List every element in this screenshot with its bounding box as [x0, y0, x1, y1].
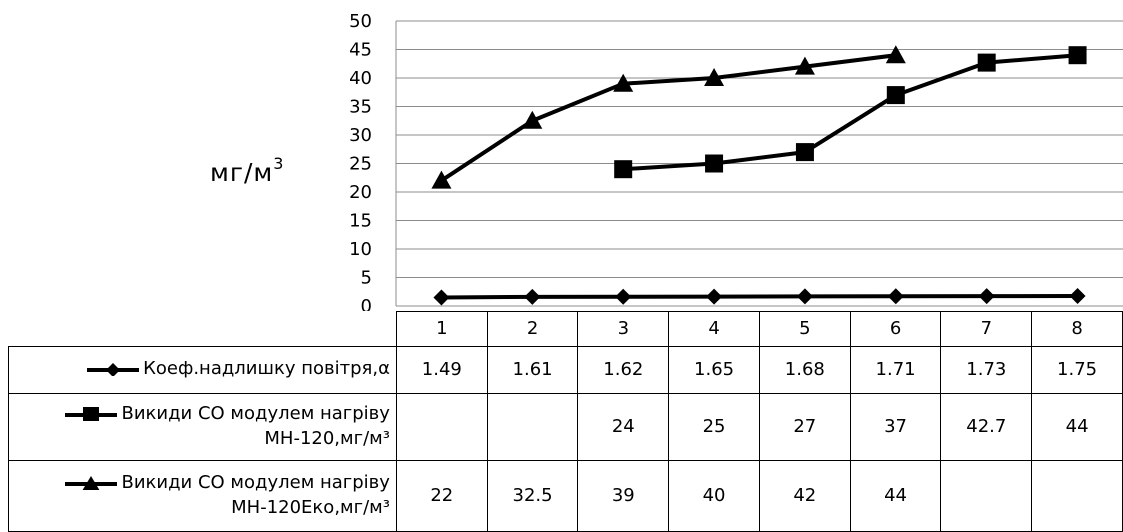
y-tick-label: 5 — [361, 268, 372, 289]
y-tick-label: 40 — [349, 68, 372, 89]
series-line — [623, 53, 1078, 172]
data-cell: 24 — [577, 392, 670, 461]
category-label: 3 — [577, 311, 670, 347]
triangle-marker — [431, 170, 452, 189]
data-cell: 42 — [758, 459, 851, 532]
category-label: 2 — [486, 311, 579, 347]
data-cell: 25 — [668, 392, 760, 461]
data-cell — [1031, 459, 1123, 532]
data-cell: 32.5 — [486, 459, 579, 532]
square-marker — [795, 143, 814, 162]
series-name: Викиди СО модулем нагріву — [121, 403, 390, 425]
series-name: Коеф.надлишку повітря,α — [143, 358, 390, 380]
y-tick-label: 25 — [349, 154, 372, 175]
series-triangle — [431, 45, 906, 189]
line-chart: 0 5 10 15 20 25 30 35 40 45 50 — [349, 11, 1123, 311]
diamond-marker — [615, 288, 632, 305]
square-marker — [614, 160, 633, 179]
triangle-legend-icon — [65, 476, 118, 491]
y-tick-label: 0 — [361, 296, 372, 311]
series-lines — [431, 45, 1087, 306]
table-corner — [8, 311, 397, 346]
series-legend-label: Викиди СО модулем нагріву МН-120,мг/м³ — [8, 392, 397, 461]
data-cell — [940, 459, 1033, 532]
square-legend-icon — [65, 407, 118, 422]
series-name: Викиди СО модулем нагріву — [121, 472, 390, 494]
data-cell: 42.7 — [940, 392, 1033, 461]
y-tick-label: 35 — [349, 97, 372, 118]
triangle-marker — [522, 110, 543, 129]
table-row: Викиди СО модулем нагріву МН-120Еко,мг/м³… — [8, 459, 1123, 532]
data-table: 1 2 3 4 5 6 7 8 Коеф.надлишку повітря,α 1.49 1.61 1… — [8, 311, 1123, 532]
series-name-line2: МН-120,мг/м³ — [264, 427, 390, 449]
data-cell: 1.73 — [940, 345, 1033, 394]
square-marker — [886, 86, 905, 105]
square-marker — [705, 154, 724, 173]
table-row: Викиди СО модулем нагріву МН-120,мг/м³ 24 2… — [8, 392, 1123, 461]
category-label: 4 — [668, 311, 760, 347]
diamond-marker — [887, 288, 904, 305]
series-legend-label: Коеф.надлишку повітря,α — [8, 345, 397, 394]
data-cell: 1.62 — [577, 345, 670, 394]
category-label: 5 — [758, 311, 851, 347]
triangle-marker — [704, 68, 725, 86]
category-label: 6 — [849, 311, 942, 347]
data-cell: 1.75 — [1031, 345, 1123, 394]
series-line — [440, 53, 897, 183]
y-tick-label: 15 — [349, 211, 372, 232]
y-tick-label: 45 — [349, 40, 372, 61]
series-square — [614, 46, 1087, 179]
series-diamond — [433, 288, 1086, 306]
series-line — [441, 294, 1078, 300]
data-cell: 22 — [395, 459, 488, 532]
data-cell: 1.71 — [849, 345, 942, 394]
diamond-marker — [706, 288, 723, 305]
data-cell: 1.61 — [486, 345, 579, 394]
diamond-marker — [524, 288, 541, 305]
diamond-marker — [978, 288, 995, 305]
data-cell: 27 — [758, 392, 851, 461]
diamond-marker — [1069, 288, 1086, 305]
y-tick-label: 30 — [349, 125, 372, 146]
diamond-marker — [796, 288, 813, 305]
data-cell: 44 — [1031, 392, 1123, 461]
series-legend-label: Викиди СО модулем нагріву МН-120Еко,мг/м³ — [8, 459, 397, 532]
data-cell: 37 — [849, 392, 942, 461]
gridlines — [395, 20, 1123, 307]
square-marker — [977, 53, 996, 72]
data-cell: 1.49 — [395, 345, 488, 394]
square-marker — [1068, 46, 1087, 65]
category-label: 8 — [1031, 311, 1123, 347]
triangle-marker — [794, 56, 815, 75]
table-row: Коеф.надлишку повітря,α 1.49 1.61 1.62 1.65 1… — [8, 345, 1123, 394]
data-cell — [395, 392, 488, 461]
category-label: 1 — [395, 311, 488, 347]
triangle-marker — [613, 73, 634, 92]
data-cell: 40 — [668, 459, 760, 532]
y-axis-ticks: 0 5 10 15 20 25 30 35 40 45 50 — [349, 11, 372, 311]
y-axis-label: мг/м3 — [210, 154, 285, 187]
diamond-legend-icon — [87, 363, 140, 377]
data-cell — [486, 392, 579, 461]
data-cell: 39 — [577, 459, 670, 532]
diamond-marker — [433, 289, 450, 306]
data-cell: 1.68 — [758, 345, 851, 394]
y-tick-label: 20 — [349, 182, 372, 203]
data-cell: 44 — [849, 459, 942, 532]
triangle-marker — [885, 45, 906, 64]
data-cell: 1.65 — [668, 345, 760, 394]
y-tick-label: 50 — [349, 11, 372, 32]
category-label: 7 — [940, 311, 1033, 347]
y-tick-label: 10 — [349, 239, 372, 260]
series-name-line2: МН-120Еко,мг/м³ — [231, 496, 390, 518]
